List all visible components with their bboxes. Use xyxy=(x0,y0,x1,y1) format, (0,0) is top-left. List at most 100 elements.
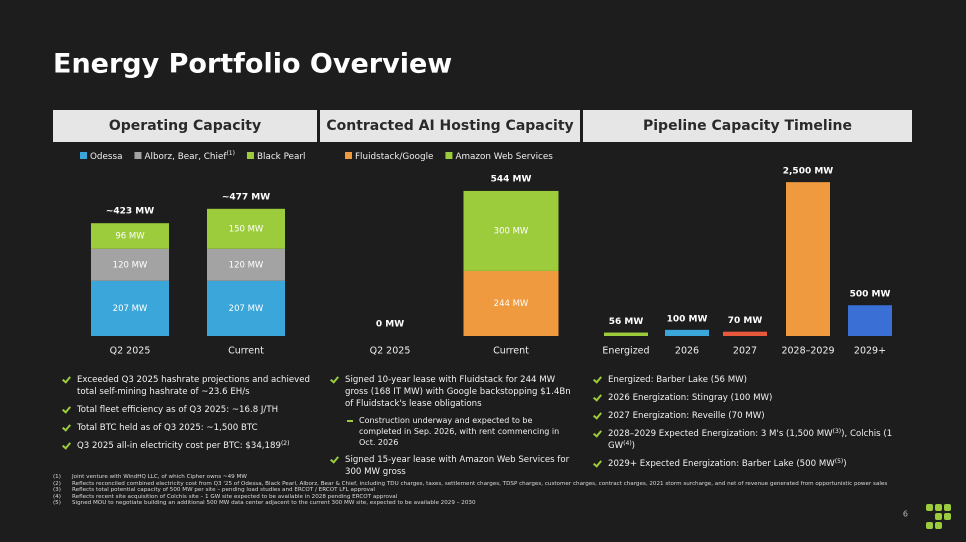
bullets: Exceeded Q3 2025 hashrate projections an… xyxy=(62,374,312,458)
x-tick-label: Q2 2025 xyxy=(110,346,151,357)
legend-text: Amazon Web Services xyxy=(455,152,553,162)
bullet: Energized: Barber Lake (56 MW) xyxy=(593,374,903,386)
legend-swatch xyxy=(134,152,142,159)
value-label: 150 MW xyxy=(229,224,264,234)
text: ), Colchis (1 GW xyxy=(608,429,893,451)
value-label: 120 MW xyxy=(113,260,148,270)
total-label: 544 MW xyxy=(491,174,532,184)
footnote-ref: (3) xyxy=(832,428,842,435)
page-number: 6 xyxy=(903,510,908,519)
bullet: Signed 15-year lease with Amazon Web Ser… xyxy=(330,454,575,478)
value-label: 207 MW xyxy=(113,304,148,314)
text: 2028–2029 Expected Energization: 3 M's (… xyxy=(608,429,833,439)
bar xyxy=(604,332,648,336)
bar-segment xyxy=(207,248,285,281)
footnote-text: Signed MOU to negotiate building an addi… xyxy=(72,500,476,507)
bullet-text: 2029+ Expected Energization: Barber Lake… xyxy=(608,458,903,470)
x-tick-label: Energized xyxy=(602,346,649,357)
bullet-text: Energized: Barber Lake (56 MW) xyxy=(608,374,903,386)
legend-footnote: (1) xyxy=(226,150,235,157)
bullet: Q3 2025 all-in electricity cost per BTC:… xyxy=(62,440,312,452)
legend-swatch xyxy=(345,152,352,159)
footnote: (3) Reflects total potential capacity of … xyxy=(53,487,893,494)
value-label: 300 MW xyxy=(494,226,529,236)
bar-segment xyxy=(463,270,559,336)
x-tick-label: Current xyxy=(493,346,529,357)
text: Exceeded Q3 2025 hashrate projections an… xyxy=(77,375,310,397)
panel-title: Pipeline Capacity Timeline xyxy=(643,118,852,134)
total-label: ~423 MW xyxy=(106,207,154,217)
bullet-text: Signed 15-year lease with Amazon Web Ser… xyxy=(345,454,575,478)
value-label: 96 MW xyxy=(115,232,145,242)
total-label: 0 MW xyxy=(376,320,404,330)
footnote-number: (1) xyxy=(53,474,61,480)
x-tick-label: Current xyxy=(228,346,264,357)
footnote-ref: (4) xyxy=(623,440,632,447)
panel-header xyxy=(320,110,580,142)
bar-segment xyxy=(91,223,169,249)
bar-segment xyxy=(91,280,169,336)
legend-swatch xyxy=(445,152,453,159)
bar-segment xyxy=(207,208,285,249)
legend-label: Odessa xyxy=(90,152,122,162)
bar-segment xyxy=(463,190,559,271)
footnote-number: (5) xyxy=(53,500,61,507)
total-label: ~477 MW xyxy=(222,192,270,202)
footnote: (4) Reflects recent site acquisition of C… xyxy=(53,494,893,501)
text: Total fleet efficiency as of Q3 2025: ~1… xyxy=(77,405,279,415)
bar xyxy=(786,182,830,336)
logo xyxy=(926,504,951,529)
bullet: 2027 Energization: Reveille (70 MW) xyxy=(593,410,903,422)
text: Signed 15-year lease with Amazon Web Ser… xyxy=(345,455,570,477)
footnote-ref: (5) xyxy=(834,458,844,465)
bar xyxy=(723,331,767,336)
slide-title: Energy Portfolio Overview xyxy=(53,49,452,80)
footnote: (1) Joint venture with WindHQ LLC, of whi… xyxy=(53,474,893,481)
legend-text: Alborz, Bear, Chief xyxy=(144,152,227,162)
footnote-number: (2) xyxy=(53,480,61,487)
footnote: (5) Signed MOU to negotiate building an a… xyxy=(53,500,893,507)
bullet: Total fleet efficiency as of Q3 2025: ~1… xyxy=(62,404,312,416)
bullet-text: Q3 2025 all-in electricity cost per BTC:… xyxy=(77,440,312,452)
footnote-text: Reflects recent site acquisition of Colc… xyxy=(72,493,398,500)
text: ) xyxy=(631,441,636,451)
bullet: 2026 Energization: Stingray (100 MW) xyxy=(593,392,903,404)
panel-title: Operating Capacity xyxy=(109,118,261,134)
x-tick-label: Q2 2025 xyxy=(370,346,411,357)
bullet-text: Total fleet efficiency as of Q3 2025: ~1… xyxy=(77,404,312,416)
footnote: (2) Reflects reconciled combined electric… xyxy=(53,481,893,488)
x-tick-label: 2026 xyxy=(675,346,699,357)
footnote-number: (3) xyxy=(53,487,61,494)
footnote-text: Joint venture with WindHQ LLC, of which … xyxy=(72,474,247,480)
bar-segment xyxy=(91,248,169,281)
legend-swatch xyxy=(246,152,254,159)
bullets: Signed 10-year lease with Fluidstack for… xyxy=(330,374,575,484)
text: ) xyxy=(843,459,847,469)
bullet-text: 2026 Energization: Stingray (100 MW) xyxy=(608,392,903,404)
bullets: Energized: Barber Lake (56 MW) 2026 Energ… xyxy=(593,374,903,476)
bar-segment xyxy=(207,280,285,336)
value-label: 500 MW xyxy=(850,290,891,300)
legend-label: Amazon Web Services xyxy=(455,152,553,162)
bar xyxy=(848,305,892,336)
text: Q3 2025 all-in electricity cost per BTC:… xyxy=(77,441,281,451)
footnote-text: Reflects reconciled combined electricity… xyxy=(72,480,888,487)
footnote-number: (4) xyxy=(53,493,61,500)
x-tick-label: 2029+ xyxy=(854,346,886,357)
bullet: Exceeded Q3 2025 hashrate projections an… xyxy=(62,374,312,398)
panel-title: Contracted AI Hosting Capacity xyxy=(326,118,573,134)
bullet: Signed 10-year lease with Fluidstack for… xyxy=(330,374,575,448)
sub-bullet: Construction underway and expected to be… xyxy=(347,415,575,448)
value-label: 2,500 MW xyxy=(783,167,834,177)
text: Energized: Barber Lake (56 MW) xyxy=(608,375,747,385)
value-label: 244 MW xyxy=(494,299,529,309)
bullet: Total BTC held as of Q3 2025: ~1,500 BTC xyxy=(62,422,312,434)
x-tick-label: 2028–2029 xyxy=(781,346,834,357)
bullet-text: 2028–2029 Expected Energization: 3 M's (… xyxy=(608,428,903,452)
bullet-text: Exceeded Q3 2025 hashrate projections an… xyxy=(77,374,312,398)
bullet-text: Signed 10-year lease with Fluidstack for… xyxy=(345,374,575,410)
legend-label: Fluidstack/Google xyxy=(355,152,433,162)
bullet: 2029+ Expected Energization: Barber Lake… xyxy=(593,458,903,470)
